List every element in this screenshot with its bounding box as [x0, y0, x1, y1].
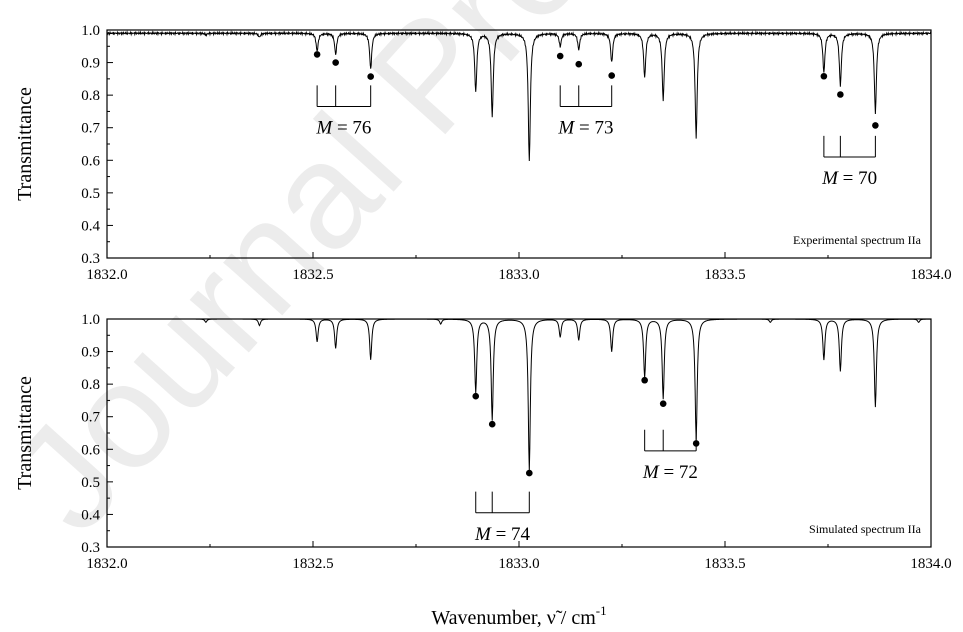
group-label: M = 72: [642, 462, 698, 483]
y-tick-label: 0.9: [81, 345, 100, 361]
y-axis-title: Transmittance: [14, 87, 36, 201]
assignment-marker: [641, 376, 648, 384]
y-tick-label: 0.7: [81, 410, 100, 426]
x-tick-label: 1833.0: [498, 556, 539, 572]
assignment-marker: [659, 400, 667, 407]
panel-label: Simulated spectrum IIa: [809, 522, 922, 536]
group-label-value: = 74: [491, 524, 531, 545]
assignment-marker: [837, 91, 844, 98]
y-tick-label: 0.7: [81, 121, 100, 137]
assignment-marker: [367, 73, 374, 80]
assignment-marker: [575, 60, 583, 68]
y-tick-label: 0.4: [81, 218, 100, 234]
x-tick-label: 1832.0: [86, 267, 127, 283]
experimental-panel: 0.3 0.4 0.5 0.6 0.7 0.8 0.9 1.0 1832.0 1832.5 1833…: [14, 23, 952, 283]
spectrum-line: [106, 30, 932, 162]
y-axis-title: Transmittance: [14, 376, 36, 490]
x-tick-label: 1834.0: [910, 556, 951, 572]
y-tick-label: 0.6: [81, 153, 100, 169]
x-tick-label: 1833.5: [704, 267, 745, 283]
y-tick-label: 0.5: [81, 475, 100, 491]
y-tick-label: 0.4: [81, 507, 100, 523]
watermark: Journal Pre-proof: [0, 0, 879, 561]
y-tick-label: 1.0: [81, 23, 100, 39]
y-tick-label: 0.3: [81, 540, 100, 556]
assignment-marker: [872, 122, 879, 129]
assignment-marker: [820, 72, 828, 80]
panel-label: Experimental spectrum IIa: [793, 233, 922, 247]
assignment-marker: [526, 469, 533, 477]
group-label-symbol: M: [821, 168, 839, 189]
x-tick-label: 1833.5: [704, 556, 745, 572]
x-tick-label: 1832.0: [86, 556, 127, 572]
assignment-marker: [608, 72, 615, 79]
y-tick-label: 0.8: [81, 88, 100, 104]
x-axis-title-exponent: -1: [596, 603, 607, 618]
simulated-panel: 0.3 0.4 0.5 0.6 0.7 0.8 0.9 1.0 1832.0 1832.5 1833…: [14, 312, 952, 572]
spectrum-line: [107, 318, 932, 471]
y-tick-label: 0.8: [81, 377, 100, 393]
x-axis-title: Wavenumber, ν̃ / cm-1: [431, 603, 606, 629]
x-tick-label: 1832.5: [292, 556, 333, 572]
group-label-value: = 72: [659, 462, 698, 483]
assignment-marker: [332, 59, 339, 66]
group-label: M = 76: [315, 118, 371, 139]
assignment-marker: [488, 420, 496, 428]
group-label-symbol: M: [642, 462, 660, 483]
assignment-marker: [556, 52, 564, 60]
x-axis-title-unit: / cm: [556, 607, 596, 629]
x-tick-label: 1832.5: [292, 267, 333, 283]
group-label: M = 70: [821, 168, 877, 189]
group-label-symbol: M: [557, 118, 575, 139]
assignment-marker: [472, 392, 480, 400]
y-tick-label: 0.3: [81, 251, 100, 267]
y-tick-label: 1.0: [81, 312, 100, 328]
x-axis-title-prefix: Wavenumber,: [431, 607, 546, 629]
assignment-marker: [313, 51, 321, 58]
group-label-value: = 70: [838, 168, 877, 189]
group-label-value: = 76: [332, 118, 371, 139]
y-tick-label: 0.5: [81, 186, 100, 202]
watermark-text: Journal Pre-proof: [0, 0, 879, 561]
group-label: M = 74: [474, 524, 531, 545]
group-label-symbol: M: [315, 118, 333, 139]
group-label: M = 73: [557, 118, 613, 139]
y-tick-label: 0.6: [81, 442, 100, 458]
x-tick-label: 1834.0: [910, 267, 951, 283]
y-tick-label: 0.9: [81, 56, 100, 72]
group-label-symbol: M: [474, 524, 492, 545]
group-label-value: = 73: [574, 118, 613, 139]
x-tick-label: 1833.0: [498, 267, 539, 283]
